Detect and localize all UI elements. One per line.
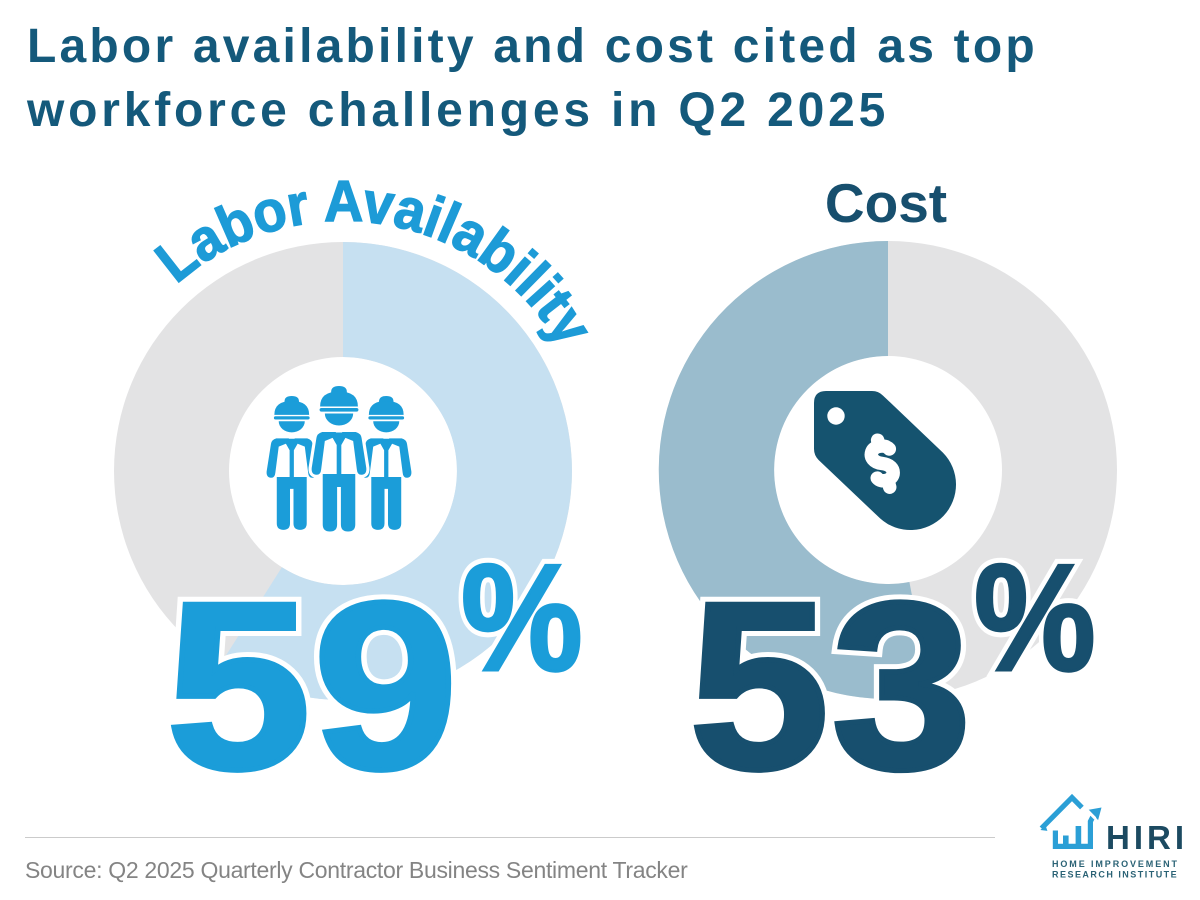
svg-text:Labor Availability: Labor Availability — [144, 169, 606, 356]
svg-text:RESEARCH INSTITUTE: RESEARCH INSTITUTE — [1052, 870, 1178, 880]
svg-text:HIRI: HIRI — [1106, 819, 1188, 856]
svg-text:HOME IMPROVEMENT: HOME IMPROVEMENT — [1052, 859, 1179, 869]
